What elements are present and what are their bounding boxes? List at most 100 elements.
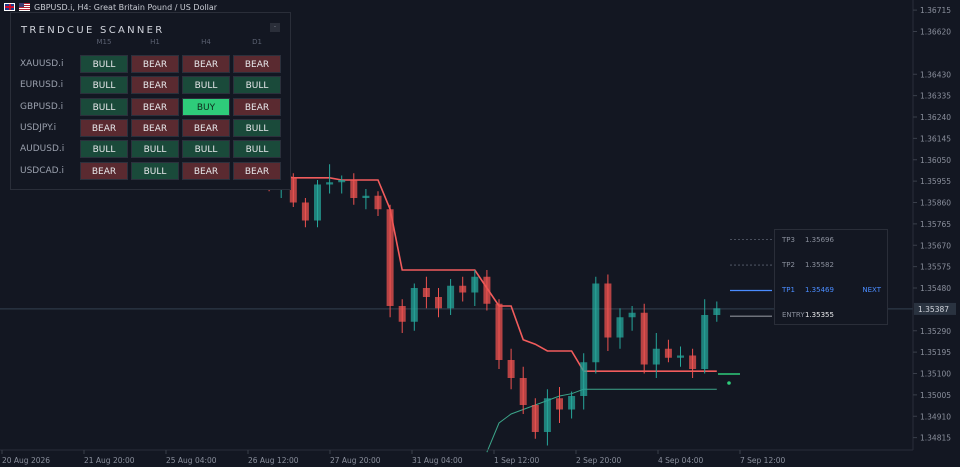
signal-cell[interactable]: BEAR (182, 55, 230, 73)
candle-body (689, 355, 697, 369)
candle-body (422, 288, 430, 297)
candle-body (640, 312, 648, 365)
signal-cell[interactable]: BULL (80, 76, 128, 95)
time-tick-label: 21 Aug 20:00 (84, 456, 135, 465)
candle-body (701, 315, 709, 369)
time-tick-label: 4 Sep 04:00 (658, 456, 704, 465)
signal-cell[interactable]: BULL (80, 140, 128, 159)
candle-body (568, 396, 576, 410)
tp1-value: 1.35469 (805, 286, 834, 294)
signal-cell[interactable]: BEAR (131, 97, 179, 116)
symbol-label: XAUUSD.i (20, 59, 64, 69)
signal-cell[interactable]: BEAR (182, 161, 230, 180)
next-button[interactable]: NEXT (862, 286, 881, 294)
symbol-label: USDCAD.i (20, 165, 64, 176)
time-tick-label: 26 Aug 12:00 (248, 456, 299, 465)
candle (471, 270, 479, 306)
candle (664, 339, 672, 363)
candle-body (362, 195, 370, 198)
target-levels (718, 238, 772, 385)
candle-body (483, 276, 491, 304)
candle-body (713, 308, 721, 315)
timeframe-header-d1: D1 (252, 38, 262, 46)
price-tick-label: 1.36145 (920, 134, 951, 143)
candle-body (616, 317, 624, 338)
price-tick-label: 1.34815 (920, 434, 951, 443)
candle-body (386, 209, 394, 306)
chart-header: GBPUSD.i, H4: Great Britain Pound / US D… (4, 1, 217, 13)
price-tick-label: 1.36620 (920, 28, 951, 37)
candle-body (652, 348, 660, 365)
candle-body (410, 288, 418, 322)
candle (592, 276, 600, 374)
tp3-value: 1.35696 (805, 236, 834, 244)
signal-cell[interactable]: BEAR (80, 161, 128, 180)
price-tick-label: 1.35955 (920, 177, 951, 186)
candle (640, 303, 648, 374)
signal-cell[interactable]: BEAR (233, 55, 281, 73)
candle-body (435, 297, 442, 309)
time-tick-label: 7 Sep 12:00 (740, 456, 786, 465)
candle (314, 180, 321, 228)
candle-body (289, 177, 297, 203)
tp2-value: 1.35582 (805, 261, 834, 269)
signal-cell[interactable]: BUY (182, 97, 230, 116)
signal-cell[interactable]: BEAR (131, 55, 179, 73)
candle (410, 283, 418, 331)
tp2-label: TP2 (782, 261, 795, 269)
signal-cell[interactable]: BEAR (233, 161, 281, 180)
candle-body (556, 398, 563, 410)
candle (338, 175, 346, 194)
candle-body (531, 405, 539, 432)
symbol-label: EURUSD.i (20, 80, 64, 91)
candle-body (398, 306, 406, 322)
signal-cell[interactable]: BEAR (182, 118, 230, 137)
signal-cell[interactable]: BEAR (233, 97, 281, 116)
candle-body (326, 182, 334, 185)
candles (253, 144, 721, 446)
candle-body (604, 283, 612, 338)
candle-body (580, 362, 588, 396)
candle (568, 391, 576, 419)
targets-panel: TP3 1.35696 TP2 1.35582 TP1 1.35469 NEXT… (774, 229, 888, 325)
symbol-label: USDJPY.i (20, 122, 57, 133)
candle (713, 301, 721, 322)
price-axis: 1.36715 1.36620 1.36430 1.36335 1.36240 1.361… (912, 0, 956, 450)
signal-cell[interactable]: BULL (131, 161, 179, 180)
tp3-label: TP3 (782, 236, 795, 244)
signal-cell[interactable]: BULL (131, 140, 179, 159)
price-tick-label: 1.35480 (920, 284, 951, 293)
timeframe-header-h4: H4 (201, 38, 211, 46)
candle (556, 387, 563, 423)
price-tick-label: 1.35100 (920, 370, 951, 379)
signal-cell[interactable]: BEAR (131, 118, 179, 137)
minimize-button[interactable]: - (270, 23, 280, 32)
upper-trend-band (256, 143, 717, 372)
candle-body (374, 195, 382, 210)
signal-cell[interactable]: BULL (80, 97, 128, 116)
candle (289, 173, 297, 207)
trendcue-scanner-panel: TRENDCUE SCANNER - M15 H1 H4 D1 XAUUSD.i BULL… (10, 12, 291, 190)
lower-trend-band (486, 388, 717, 453)
signal-cell[interactable]: BULL (233, 76, 281, 95)
signal-cell[interactable]: BEAR (80, 118, 128, 137)
candle (689, 348, 697, 378)
signal-cell[interactable]: BULL (182, 140, 230, 159)
price-tick-label: 1.35670 (920, 241, 951, 250)
signal-cell[interactable]: BULL (233, 140, 281, 159)
gb-flag-icon (4, 3, 15, 11)
chart-title: GBPUSD.i, H4: Great Britain Pound / US D… (34, 2, 218, 12)
timeframe-header-m15: M15 (96, 38, 112, 46)
signal-cell[interactable]: BULL (233, 118, 281, 137)
price-tick-label: 1.36715 (920, 6, 951, 15)
price-tick-label: 1.35195 (920, 348, 951, 357)
candle (326, 164, 334, 194)
price-tick-label: 1.35765 (920, 220, 951, 229)
candle (362, 189, 370, 210)
candle-body (495, 303, 503, 360)
candle (495, 299, 503, 369)
signal-cell[interactable]: BEAR (131, 76, 179, 95)
signal-cell[interactable]: BULL (182, 76, 230, 95)
signal-cell[interactable]: BULL (80, 55, 128, 73)
current-price-label: 1.35387 (918, 305, 949, 314)
